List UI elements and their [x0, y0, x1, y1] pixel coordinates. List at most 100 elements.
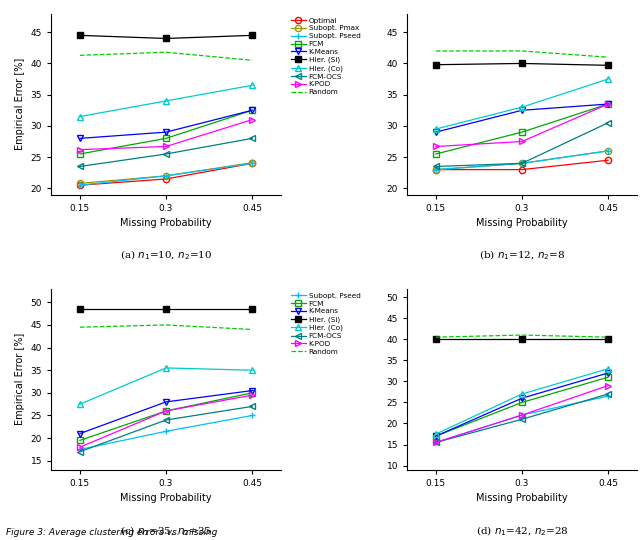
- K-POD: [76, 146, 84, 153]
- Line: K-Means: K-Means: [77, 107, 255, 141]
- FCM-OCS: [432, 439, 440, 446]
- Legend: Subopt. Pseed, FCM, K-Means, Hier. (Si), Hier. (Co), FCM-OCS, K-POD, Random: Subopt. Pseed, FCM, K-Means, Hier. (Si),…: [289, 291, 363, 357]
- Subopt. Pseed: [248, 412, 256, 418]
- Line: Subopt. Pseed: Subopt. Pseed: [433, 393, 611, 446]
- Subopt. Pseed: [248, 160, 256, 167]
- Subopt. Pseed: [162, 173, 170, 179]
- Line: Optimal: Optimal: [77, 160, 255, 188]
- Line: FCM: FCM: [433, 374, 611, 439]
- FCM-OCS: [76, 448, 84, 455]
- FCM-OCS: [518, 160, 526, 167]
- Line: Hier. (Si): Hier. (Si): [77, 32, 255, 42]
- Random: [76, 324, 84, 330]
- Optimal: [162, 176, 170, 182]
- FCM: [76, 151, 84, 157]
- Subopt. Pseed: [432, 166, 440, 173]
- X-axis label: Missing Probability: Missing Probability: [476, 494, 568, 503]
- K-Means: [432, 433, 440, 440]
- Line: Hier. (Co): Hier. (Co): [433, 366, 611, 437]
- K-POD: [248, 392, 256, 399]
- Hier. (Co): [162, 98, 170, 104]
- K-POD: [518, 412, 526, 418]
- Subopt. Pseed: [604, 147, 612, 154]
- Line: FCM-OCS: FCM-OCS: [433, 391, 611, 446]
- Line: Subopt. Pseed: Subopt. Pseed: [433, 148, 611, 173]
- Line: Optimal: Optimal: [433, 157, 611, 173]
- K-Means: [76, 430, 84, 437]
- K-Means: [162, 399, 170, 405]
- Optimal: [248, 160, 256, 167]
- Random: [432, 334, 440, 340]
- Subopt. Pseed: [518, 412, 526, 418]
- FCM: [518, 399, 526, 406]
- K-POD: [432, 143, 440, 150]
- Line: FCM: FCM: [77, 107, 255, 157]
- Line: Hier. (Si): Hier. (Si): [433, 336, 611, 342]
- K-POD: [162, 408, 170, 414]
- Line: Hier. (Co): Hier. (Co): [433, 76, 611, 132]
- Random: [432, 48, 440, 54]
- Line: FCM-OCS: FCM-OCS: [77, 403, 255, 455]
- X-axis label: Missing Probability: Missing Probability: [476, 218, 568, 228]
- Hier. (Si): [518, 336, 526, 342]
- Line: Random: Random: [436, 51, 608, 57]
- Hier. (Co): [518, 391, 526, 397]
- K-Means: [162, 129, 170, 136]
- FCM: [162, 135, 170, 141]
- Subopt. Pseed: [518, 160, 526, 167]
- Hier. (Co): [432, 126, 440, 132]
- Line: Hier. (Co): Hier. (Co): [77, 82, 255, 120]
- Line: Hier. (Si): Hier. (Si): [433, 60, 611, 69]
- Subopt. Pseed: [604, 393, 612, 400]
- Hier. (Si): [432, 336, 440, 342]
- FCM-OCS: [604, 119, 612, 126]
- K-POD: [518, 138, 526, 145]
- FCM: [432, 151, 440, 157]
- FCM: [518, 129, 526, 136]
- Line: Random: Random: [80, 52, 252, 60]
- Text: Figure 3: Average clustering errors vs. missing: Figure 3: Average clustering errors vs. …: [6, 528, 218, 537]
- Optimal: [432, 166, 440, 173]
- K-Means: [248, 387, 256, 394]
- K-Means: [518, 395, 526, 401]
- FCM: [604, 101, 612, 107]
- K-POD: [162, 143, 170, 150]
- Hier. (Si): [248, 32, 256, 38]
- Hier. (Si): [432, 62, 440, 68]
- Hier. (Co): [604, 366, 612, 372]
- Line: FCM: FCM: [77, 390, 255, 443]
- Subopt. Pseed: [76, 446, 84, 453]
- FCM: [76, 437, 84, 444]
- Subopt. Pmax: [518, 160, 526, 167]
- Line: K-POD: K-POD: [77, 117, 255, 153]
- Subopt. Pmax: [432, 166, 440, 173]
- Random: [604, 54, 612, 60]
- FCM-OCS: [162, 417, 170, 423]
- Random: [162, 49, 170, 56]
- Text: (c) $n_1$=35, $n_2$=35: (c) $n_1$=35, $n_2$=35: [120, 524, 212, 538]
- Hier. (Si): [604, 62, 612, 69]
- Random: [518, 332, 526, 338]
- FCM-OCS: [76, 163, 84, 170]
- Random: [604, 334, 612, 340]
- FCM-OCS: [162, 151, 170, 157]
- Subopt. Pseed: [432, 439, 440, 446]
- Subopt. Pmax: [604, 147, 612, 154]
- Line: K-POD: K-POD: [433, 101, 611, 150]
- Random: [248, 57, 256, 64]
- Hier. (Si): [518, 60, 526, 67]
- FCM-OCS: [248, 403, 256, 410]
- Subopt. Pseed: [76, 182, 84, 188]
- Optimal: [604, 157, 612, 164]
- FCM-OCS: [248, 135, 256, 141]
- Line: Subopt. Pmax: Subopt. Pmax: [433, 148, 611, 173]
- K-POD: [248, 117, 256, 123]
- Line: Hier. (Co): Hier. (Co): [77, 365, 255, 407]
- K-Means: [248, 107, 256, 113]
- Random: [162, 322, 170, 328]
- FCM: [248, 389, 256, 396]
- Line: K-Means: K-Means: [77, 388, 255, 437]
- Text: (a) $n_1$=10, $n_2$=10: (a) $n_1$=10, $n_2$=10: [120, 249, 212, 262]
- Y-axis label: Empirical Error [%]: Empirical Error [%]: [15, 58, 25, 150]
- Hier. (Co): [76, 113, 84, 120]
